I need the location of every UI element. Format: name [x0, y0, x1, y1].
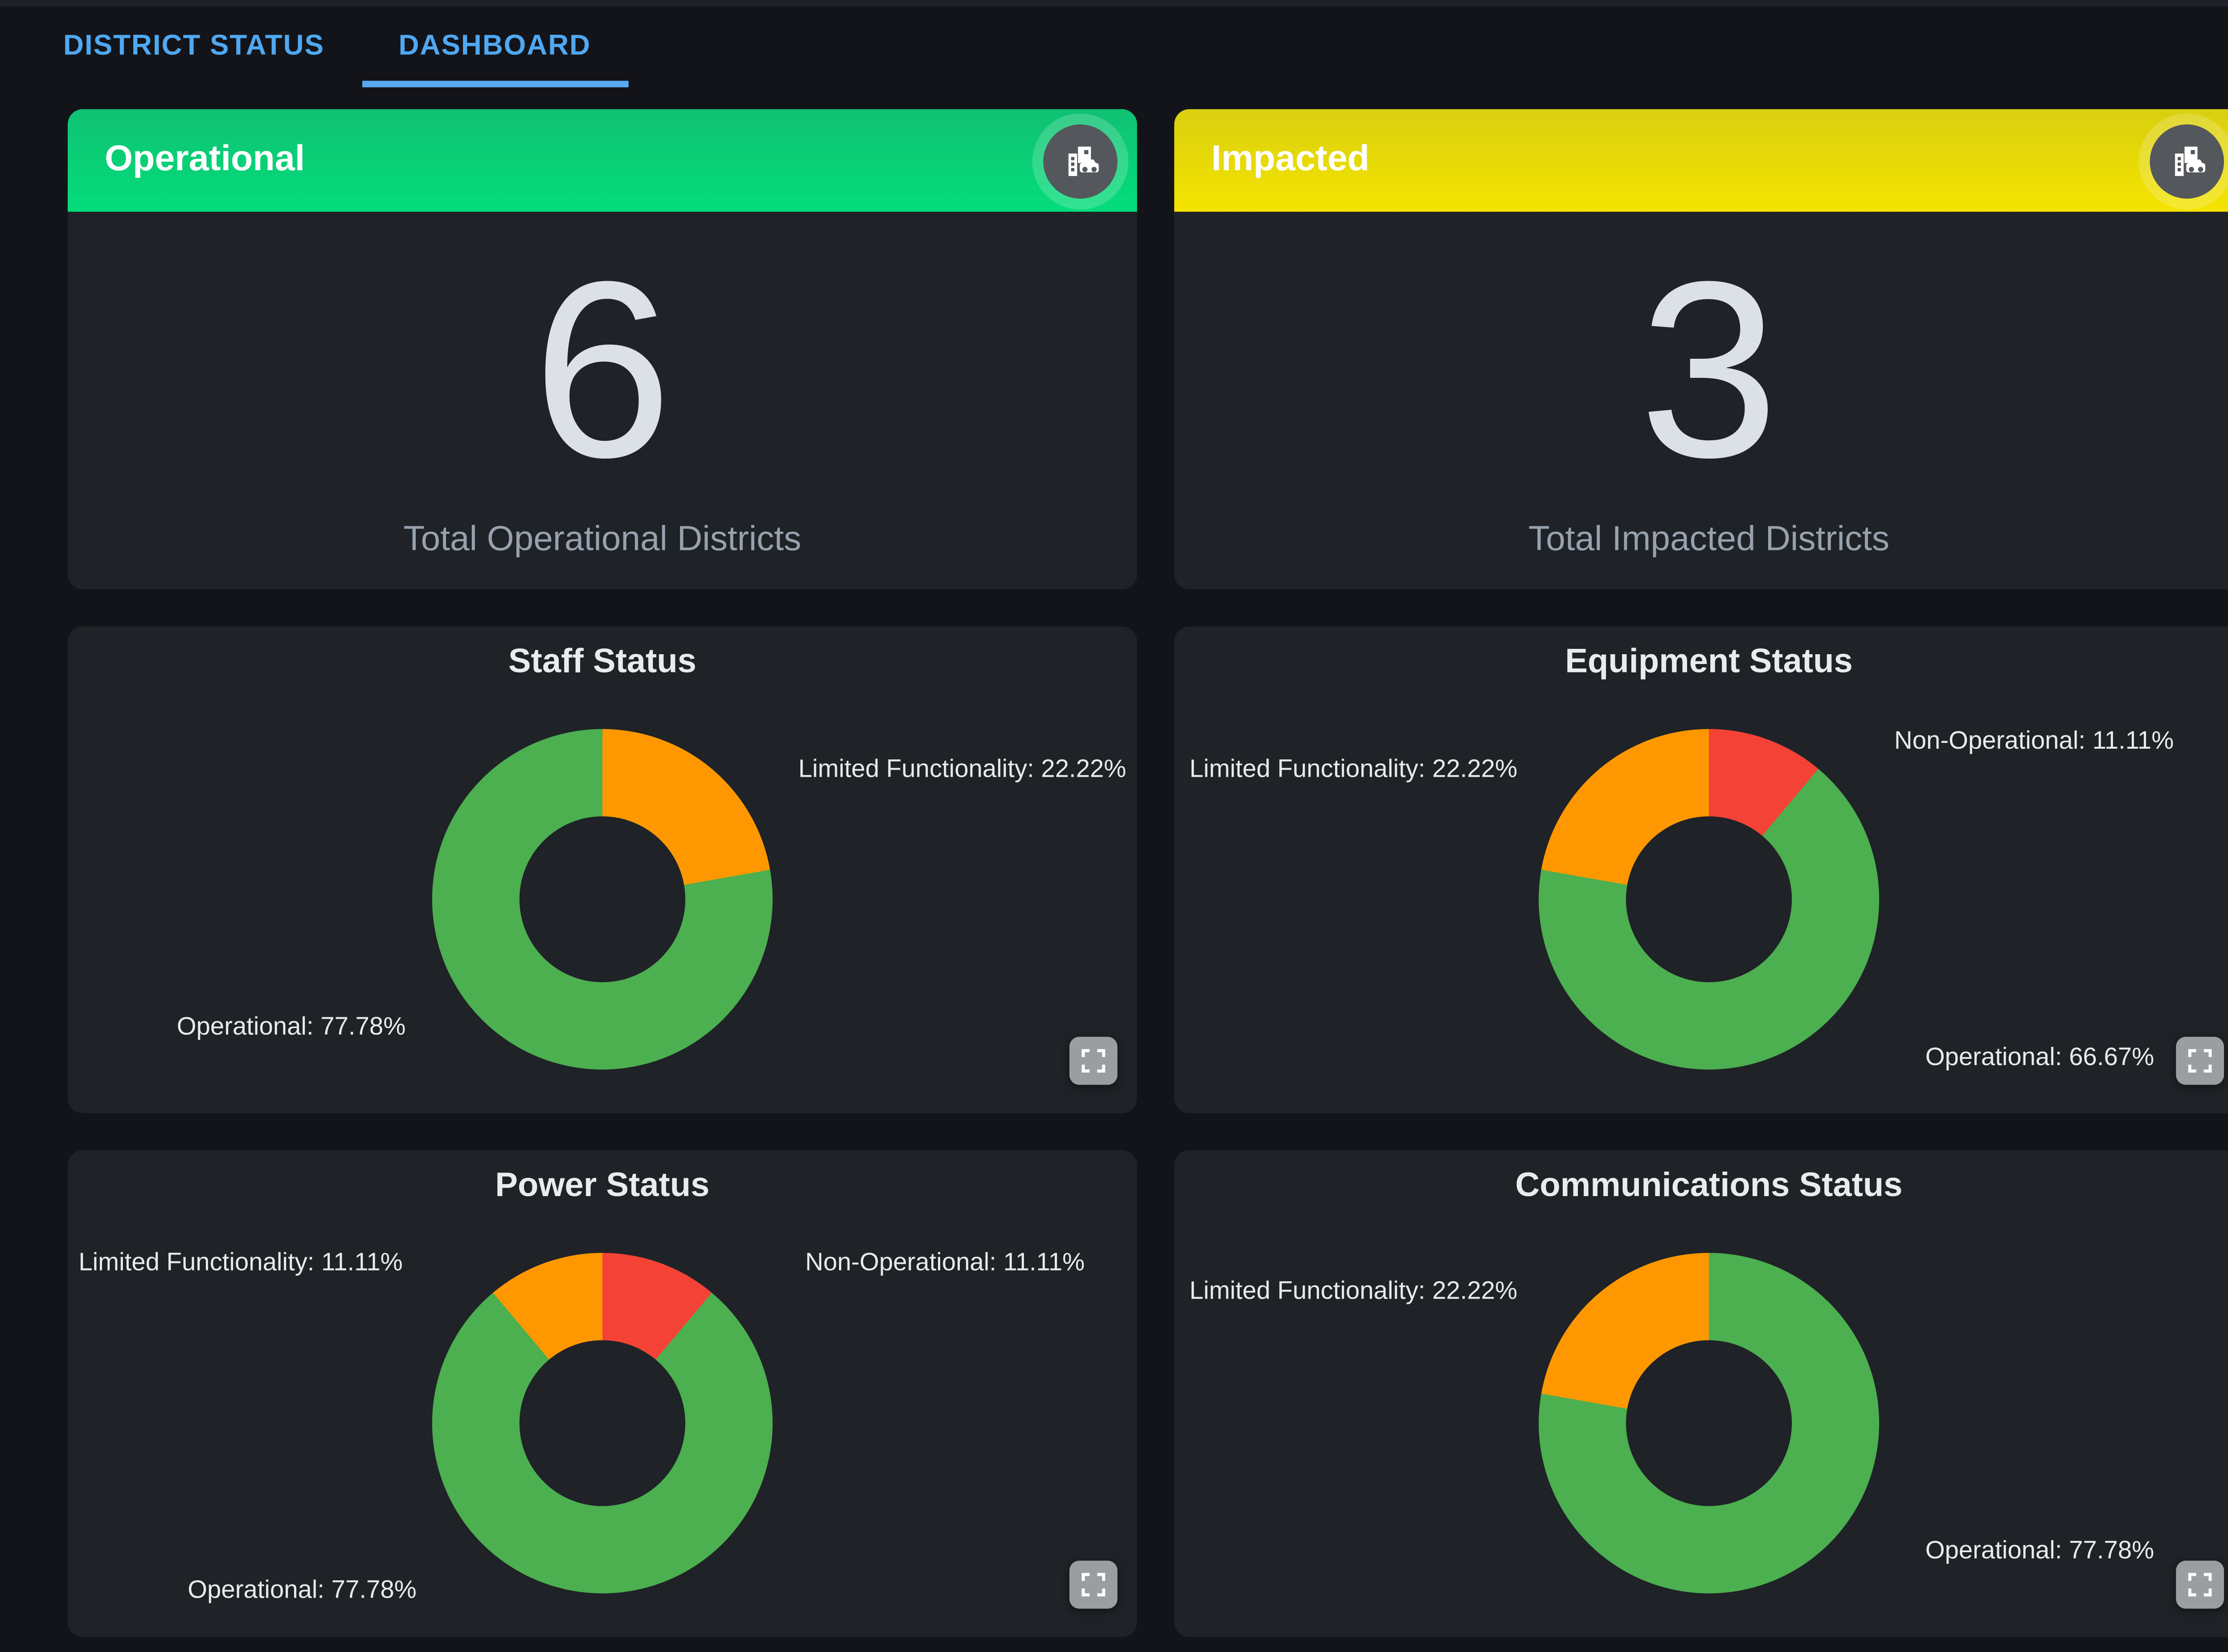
expand-chart-button[interactable] [2176, 1561, 2224, 1609]
chart-card-power-status: Power Status Limited Functionality: 11.1… [67, 1150, 1137, 1637]
summary-card-header: Operational [67, 109, 1137, 212]
donut-hole [1626, 1340, 1792, 1506]
equipment-status-donut[interactable] [1539, 729, 1880, 1070]
tab-district-status[interactable]: DISTRICT STATUS [63, 27, 324, 60]
impacted-caption: Total Impacted Districts [1528, 521, 1890, 559]
expand-chart-button[interactable] [2176, 1037, 2224, 1085]
summary-card-title: Operational [105, 139, 305, 179]
chart-card-staff-status: Staff Status Limited Functionality: 22.2… [67, 626, 1137, 1113]
fullscreen-icon [1081, 1573, 1106, 1597]
main-content: Operational [0, 87, 2228, 1652]
slice-label-limited: Limited Functionality: 11.11% [78, 1250, 403, 1277]
summary-card-impacted: Impacted [1174, 109, 2228, 590]
expand-chart-button[interactable] [1069, 1037, 1118, 1085]
tab-bar: DISTRICT STATUS DASHBOARD 0 [0, 7, 2228, 87]
operational-count: 6 [532, 231, 672, 511]
impacted-count: 3 [1639, 231, 1779, 511]
fullscreen-icon [2188, 1049, 2212, 1073]
slice-label-non-operational: Non-Operational: 11.11% [1894, 729, 2174, 755]
expand-chart-button[interactable] [1069, 1561, 1118, 1609]
communications-status-donut[interactable] [1539, 1253, 1880, 1594]
chart-title: Staff Status [508, 644, 696, 681]
city-commute-icon [1043, 123, 1118, 198]
power-status-donut[interactable] [432, 1253, 773, 1594]
donut-hole [1626, 816, 1792, 983]
slice-label-operational: Operational: 77.78% [1925, 1539, 2154, 1565]
slice-label-limited: Limited Functionality: 22.22% [1189, 757, 1518, 784]
slice-label-operational: Operational: 77.78% [188, 1578, 417, 1604]
staff-status-donut[interactable] [432, 729, 773, 1070]
summary-card-operational: Operational [67, 109, 1137, 590]
donut-hole [519, 1340, 685, 1506]
summary-card-body: 3 Total Impacted Districts [1174, 212, 2228, 589]
fullscreen-icon [1081, 1049, 1106, 1073]
summary-card-title: Impacted [1211, 139, 1370, 179]
slice-label-non-operational: Non-Operational: 11.11% [805, 1250, 1085, 1277]
chart-card-communications-status: Communications Status Limited Functional… [1174, 1150, 2228, 1637]
slice-label-operational: Operational: 77.78% [176, 1015, 406, 1041]
slice-label-limited: Limited Functionality: 22.22% [1189, 1279, 1518, 1305]
chart-title: Power Status [495, 1168, 710, 1205]
slice-label-limited: Limited Functionality: 22.22% [798, 757, 1126, 784]
chart-title: Communications Status [1515, 1168, 1903, 1205]
summary-card-header: Impacted [1174, 109, 2228, 212]
city-commute-icon [2150, 123, 2224, 198]
chart-card-equipment-status: Equipment Status Limited Functionality: … [1174, 626, 2228, 1113]
operational-caption: Total Operational Districts [403, 521, 802, 559]
top-strip [0, 0, 2228, 7]
donut-hole [519, 816, 685, 983]
card-grid: Operational [67, 109, 2228, 1637]
fullscreen-icon [2188, 1573, 2212, 1597]
summary-card-body: 6 Total Operational Districts [68, 212, 1137, 589]
tab-dashboard[interactable]: DASHBOARD [361, 7, 628, 87]
slice-label-operational: Operational: 66.67% [1925, 1045, 2154, 1072]
chart-title: Equipment Status [1565, 644, 1853, 681]
